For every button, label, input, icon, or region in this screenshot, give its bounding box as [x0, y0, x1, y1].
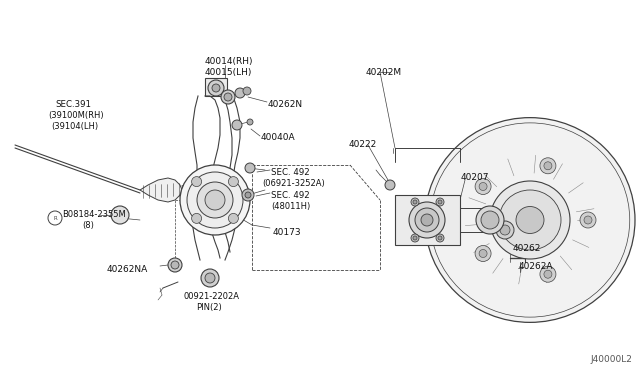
- Circle shape: [212, 84, 220, 92]
- Text: B08184-2355M: B08184-2355M: [62, 210, 125, 219]
- Text: 40262: 40262: [513, 244, 541, 253]
- Circle shape: [500, 225, 510, 235]
- Circle shape: [191, 214, 202, 223]
- Circle shape: [228, 214, 238, 223]
- Circle shape: [247, 119, 253, 125]
- Text: 40207: 40207: [461, 173, 490, 182]
- Circle shape: [496, 221, 514, 239]
- Circle shape: [415, 208, 439, 232]
- Text: SEC. 492: SEC. 492: [271, 191, 310, 200]
- Circle shape: [48, 211, 62, 225]
- Bar: [205, 78, 227, 96]
- Text: (8): (8): [82, 221, 94, 230]
- Ellipse shape: [516, 206, 544, 234]
- Circle shape: [540, 158, 556, 174]
- Circle shape: [438, 200, 442, 204]
- Circle shape: [475, 246, 491, 262]
- Circle shape: [224, 93, 232, 101]
- Circle shape: [481, 211, 499, 229]
- Circle shape: [584, 216, 592, 224]
- Circle shape: [187, 172, 243, 228]
- Circle shape: [438, 236, 442, 240]
- Circle shape: [245, 192, 251, 198]
- Circle shape: [228, 177, 238, 187]
- Circle shape: [544, 162, 552, 170]
- Text: SEC.391: SEC.391: [55, 100, 91, 109]
- Circle shape: [235, 88, 245, 98]
- Circle shape: [409, 202, 445, 238]
- Polygon shape: [140, 178, 182, 202]
- Circle shape: [436, 198, 444, 206]
- Text: 00921-2202A: 00921-2202A: [183, 292, 239, 301]
- Circle shape: [208, 80, 224, 96]
- Text: 40015(LH): 40015(LH): [205, 68, 252, 77]
- Text: (39100M(RH): (39100M(RH): [48, 111, 104, 120]
- Circle shape: [191, 177, 202, 187]
- Circle shape: [242, 189, 254, 201]
- Circle shape: [245, 163, 255, 173]
- Circle shape: [205, 190, 225, 210]
- Circle shape: [413, 200, 417, 204]
- Circle shape: [201, 269, 219, 287]
- Text: 40222: 40222: [349, 140, 377, 149]
- Circle shape: [580, 212, 596, 228]
- Text: (39104(LH): (39104(LH): [51, 122, 98, 131]
- Ellipse shape: [425, 118, 635, 323]
- Circle shape: [385, 180, 395, 190]
- Circle shape: [436, 234, 444, 242]
- Circle shape: [413, 236, 417, 240]
- Circle shape: [180, 165, 250, 235]
- Ellipse shape: [499, 190, 561, 250]
- Circle shape: [243, 87, 251, 95]
- Text: 40262A: 40262A: [519, 262, 554, 271]
- Circle shape: [168, 258, 182, 272]
- Text: 40262NA: 40262NA: [107, 265, 148, 274]
- Circle shape: [421, 214, 433, 226]
- Text: J40000L2: J40000L2: [590, 355, 632, 364]
- Text: (48011H): (48011H): [271, 202, 310, 211]
- Text: SEC. 492: SEC. 492: [271, 168, 310, 177]
- Circle shape: [411, 234, 419, 242]
- Circle shape: [544, 270, 552, 278]
- Circle shape: [111, 206, 129, 224]
- Circle shape: [411, 198, 419, 206]
- Circle shape: [479, 183, 487, 190]
- Circle shape: [205, 273, 215, 283]
- Text: 40262N: 40262N: [268, 100, 303, 109]
- Ellipse shape: [490, 181, 570, 259]
- Text: 40040A: 40040A: [261, 133, 296, 142]
- Circle shape: [479, 250, 487, 257]
- Bar: [395, 195, 460, 245]
- Circle shape: [171, 261, 179, 269]
- Circle shape: [232, 120, 242, 130]
- Circle shape: [197, 182, 233, 218]
- Text: R: R: [53, 215, 57, 221]
- Circle shape: [540, 266, 556, 282]
- Text: (06921-3252A): (06921-3252A): [262, 179, 324, 188]
- Circle shape: [475, 179, 491, 195]
- Circle shape: [221, 90, 235, 104]
- Text: 40202M: 40202M: [366, 68, 402, 77]
- Text: 40014(RH): 40014(RH): [205, 57, 253, 66]
- Text: 40173: 40173: [273, 228, 301, 237]
- Text: PIN(2): PIN(2): [196, 303, 221, 312]
- Circle shape: [476, 206, 504, 234]
